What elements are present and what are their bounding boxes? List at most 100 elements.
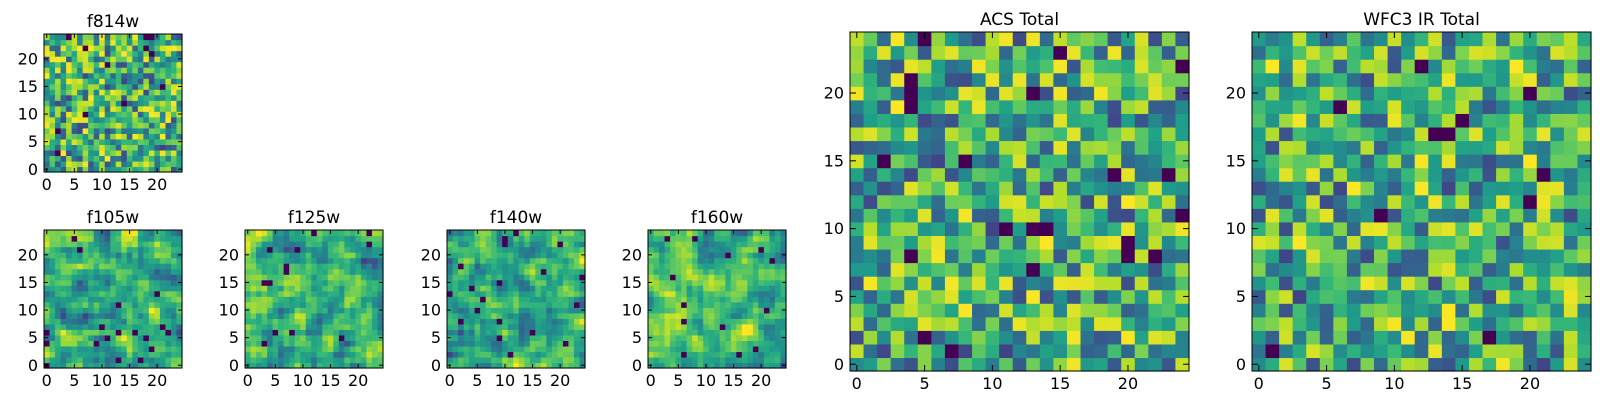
heatmap-cell <box>540 351 547 358</box>
heatmap-cell <box>944 316 960 331</box>
heatmap-cell <box>999 343 1014 359</box>
heatmap-cell <box>1053 303 1068 318</box>
heatmap-cell <box>686 340 693 347</box>
heatmap-cell <box>496 246 503 253</box>
heatmap-cell <box>551 340 558 347</box>
heatmap-cell <box>60 252 67 259</box>
heatmap-cell <box>371 241 379 248</box>
heatmap-cell <box>55 252 62 259</box>
heatmap-cell <box>736 312 743 319</box>
heatmap-cell <box>360 329 368 336</box>
heatmap-cell <box>648 246 655 253</box>
heatmap-cell <box>1012 140 1027 155</box>
heatmap-cell <box>502 290 509 297</box>
heatmap-cell <box>132 323 139 330</box>
heatmap-cell <box>305 252 312 259</box>
heatmap-cell <box>469 340 476 347</box>
heatmap-cell <box>1134 86 1149 101</box>
heatmap-cell <box>1066 248 1082 264</box>
heatmap-cell <box>1536 357 1551 372</box>
heatmap-cell <box>573 296 581 303</box>
heatmap-cell <box>66 105 73 112</box>
heatmap-cell <box>1306 167 1321 182</box>
heatmap-cell <box>267 230 274 237</box>
heatmap-cell <box>546 241 553 248</box>
heatmap-cell <box>780 235 787 242</box>
heatmap-cell <box>1148 235 1163 250</box>
heatmap-cell <box>1468 221 1484 236</box>
heatmap-cell <box>675 323 682 330</box>
heatmap-cell <box>681 318 688 325</box>
heatmap-cell <box>1306 289 1321 304</box>
heatmap-cell <box>1107 113 1122 128</box>
heatmap-cell <box>1482 316 1497 331</box>
heatmap-cell <box>267 279 274 286</box>
heatmap-cell <box>1175 221 1190 236</box>
heatmap-cell <box>579 301 586 308</box>
heatmap-cell <box>1577 262 1592 277</box>
heatmap-cell <box>1509 248 1524 264</box>
heatmap-cell <box>137 144 144 151</box>
heatmap-cell <box>55 307 62 314</box>
heatmap-cell <box>1292 113 1307 128</box>
heatmap-cell <box>697 301 704 308</box>
heatmap-cell <box>1094 99 1109 114</box>
heatmap-cell <box>474 307 481 314</box>
heatmap-cell <box>917 32 932 47</box>
heatmap-cell <box>294 274 301 281</box>
heatmap-cell <box>170 144 178 151</box>
heatmap-cell <box>311 323 318 330</box>
heatmap-cell <box>463 351 470 358</box>
heatmap-cell <box>344 235 351 242</box>
heatmap-cell <box>529 246 536 253</box>
heatmap-cell <box>485 312 492 319</box>
heatmap-cell <box>1121 221 1136 236</box>
heatmap-cell <box>557 345 564 353</box>
heatmap-cell <box>708 312 715 319</box>
heatmap-cell <box>1577 99 1592 114</box>
heatmap-cell <box>1175 140 1190 155</box>
heatmap-cell <box>250 351 257 358</box>
heatmap-cell <box>159 122 167 129</box>
heatmap-cell <box>245 246 252 253</box>
y-tick-label: 15 <box>1226 151 1246 170</box>
heatmap-cell <box>1094 45 1109 60</box>
heatmap-cell <box>60 122 67 129</box>
heatmap-cell <box>1252 303 1267 318</box>
heatmap-cell <box>1265 289 1280 304</box>
heatmap-cell <box>305 230 312 237</box>
heatmap-cell <box>1161 221 1177 236</box>
heatmap-cell <box>730 285 737 292</box>
heatmap-cell <box>774 235 782 242</box>
heatmap-cell <box>1053 167 1068 182</box>
heatmap-cell <box>66 285 73 292</box>
heatmap-cell <box>1333 330 1348 345</box>
heatmap-cell <box>985 343 1000 359</box>
heatmap-cell <box>546 312 553 319</box>
heatmap-cell <box>1387 45 1402 60</box>
heatmap-cell <box>137 100 144 107</box>
heatmap-cell <box>1265 32 1280 47</box>
heatmap-cell <box>344 279 351 286</box>
heatmap-cell <box>944 181 960 196</box>
heatmap-cell <box>49 122 56 129</box>
heatmap-cell <box>719 340 726 347</box>
heatmap-cell <box>752 312 759 319</box>
heatmap-cell <box>170 149 178 157</box>
heatmap-cell <box>1563 72 1579 87</box>
heatmap-cell <box>546 318 553 325</box>
heatmap-cell <box>692 252 699 259</box>
heatmap-cell <box>917 86 932 101</box>
heatmap-cell <box>985 99 1000 114</box>
heatmap-cell <box>1107 59 1122 74</box>
heatmap-cell <box>999 330 1014 345</box>
heatmap-cell <box>126 116 133 123</box>
heatmap-cell <box>110 61 117 68</box>
heatmap-cell <box>741 312 748 319</box>
heatmap-cell <box>176 89 183 96</box>
heatmap-cell <box>491 345 498 353</box>
heatmap-cell <box>877 45 892 60</box>
heatmap-cell <box>99 290 106 297</box>
heatmap-cell <box>780 230 787 237</box>
heatmap-cell <box>349 318 356 325</box>
